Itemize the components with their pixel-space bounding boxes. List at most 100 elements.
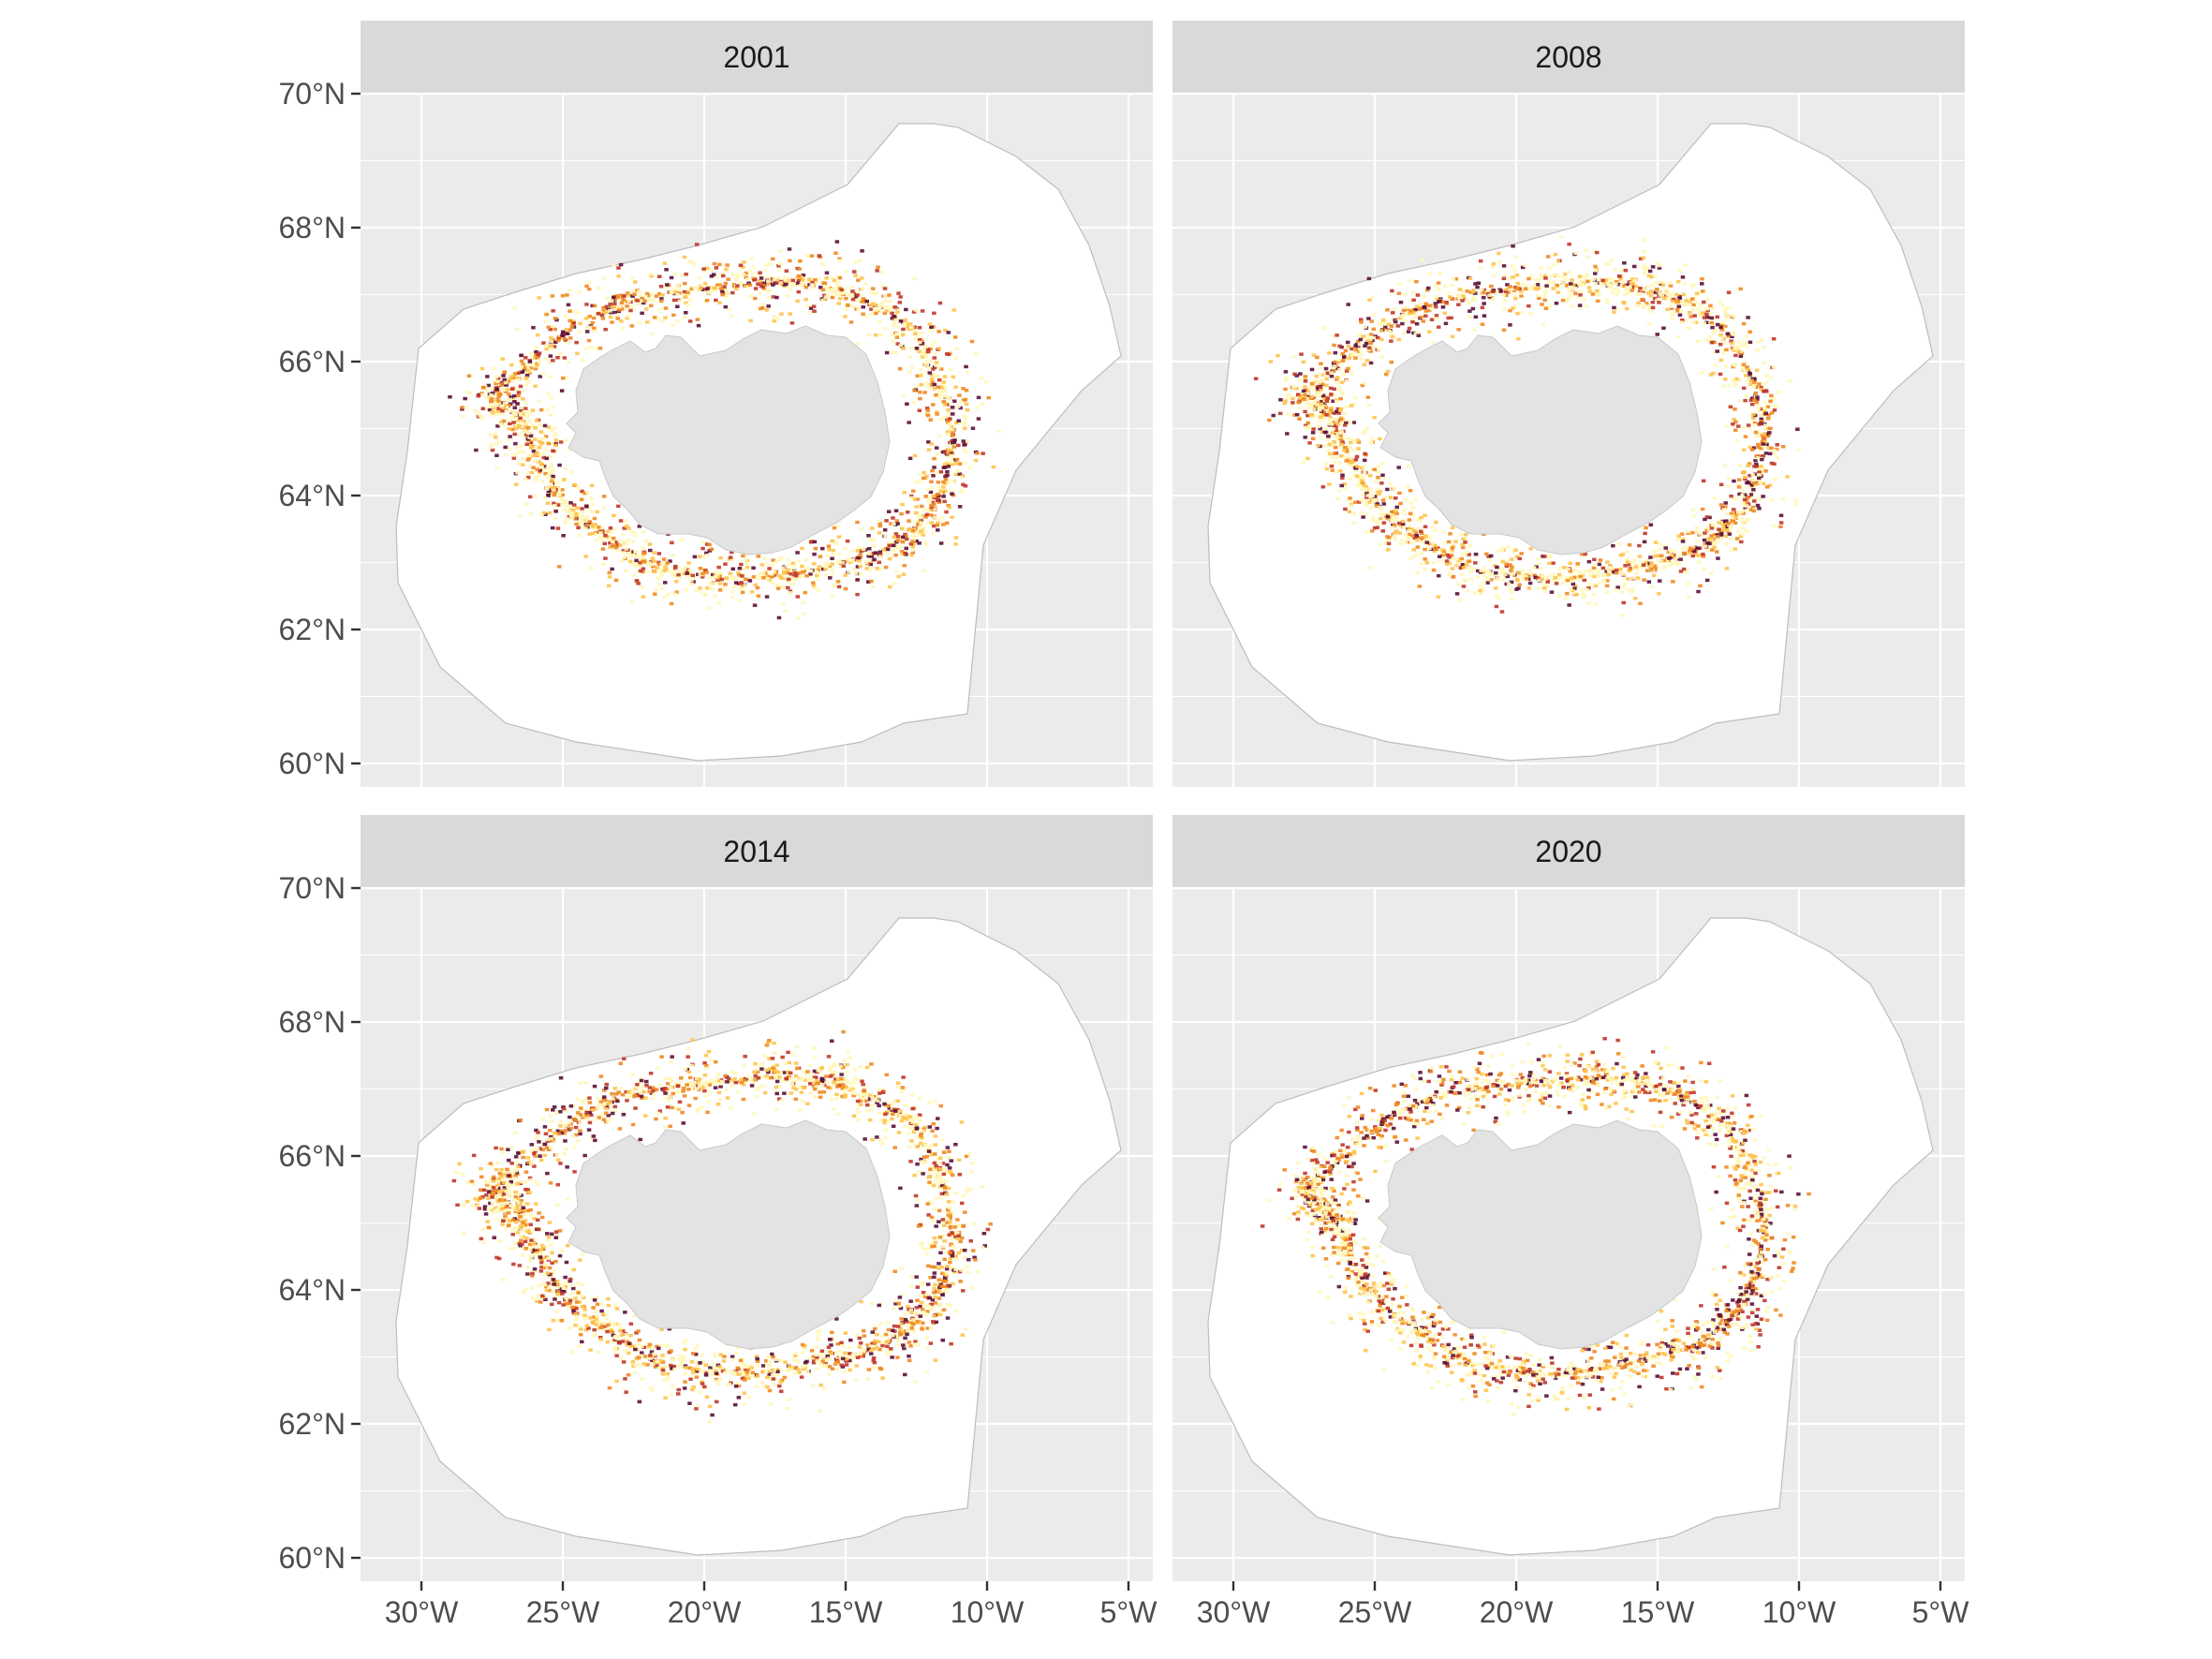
density-cell bbox=[566, 303, 571, 307]
density-cell bbox=[758, 274, 762, 278]
density-cell bbox=[1478, 588, 1482, 593]
density-cell bbox=[1480, 322, 1485, 326]
density-cell bbox=[779, 312, 784, 316]
density-cell bbox=[1765, 417, 1771, 421]
density-cell bbox=[1630, 590, 1634, 594]
density-cell bbox=[1370, 437, 1375, 440]
density-cell bbox=[813, 546, 818, 551]
density-cell bbox=[1536, 556, 1541, 561]
density-cell bbox=[1319, 378, 1323, 383]
density-cell bbox=[1355, 465, 1360, 468]
density-cell bbox=[574, 522, 579, 526]
density-cell bbox=[1746, 316, 1750, 319]
density-cell bbox=[530, 408, 536, 412]
density-cell bbox=[1547, 561, 1552, 566]
density-cell bbox=[638, 560, 642, 565]
density-cell bbox=[650, 556, 656, 560]
density-cell bbox=[1760, 407, 1764, 411]
density-cell bbox=[641, 567, 646, 570]
density-cell bbox=[820, 288, 826, 292]
density-cell bbox=[544, 312, 549, 317]
density-cell bbox=[956, 443, 961, 448]
density-cell bbox=[740, 586, 745, 590]
density-cell bbox=[936, 481, 941, 484]
density-cell bbox=[529, 1149, 534, 1153]
density-cell bbox=[1423, 547, 1427, 552]
density-cell bbox=[1497, 259, 1503, 264]
density-cell bbox=[1450, 297, 1455, 301]
density-cell bbox=[1510, 597, 1514, 600]
density-cell bbox=[1566, 567, 1571, 570]
density-cell bbox=[544, 347, 550, 351]
density-cell bbox=[1398, 523, 1403, 527]
density-cell bbox=[1587, 569, 1592, 573]
density-cell bbox=[524, 407, 528, 410]
density-cell bbox=[785, 294, 790, 298]
density-cell bbox=[877, 524, 883, 528]
density-cell bbox=[1387, 535, 1392, 540]
density-cell bbox=[1320, 393, 1326, 397]
density-cell bbox=[593, 523, 598, 526]
density-cell bbox=[822, 281, 828, 286]
density-cell bbox=[901, 535, 906, 540]
density-cell bbox=[984, 380, 989, 384]
density-cell bbox=[1512, 286, 1518, 289]
density-cell bbox=[543, 356, 548, 361]
density-cell bbox=[1726, 484, 1732, 488]
density-cell bbox=[617, 539, 622, 543]
density-cell bbox=[659, 574, 664, 578]
density-cell bbox=[1622, 261, 1627, 265]
density-cell bbox=[697, 275, 701, 280]
density-cell bbox=[1556, 290, 1561, 294]
density-cell bbox=[909, 347, 914, 350]
density-cell bbox=[609, 310, 613, 315]
density-cell bbox=[545, 474, 551, 478]
density-cell bbox=[837, 565, 843, 569]
density-cell bbox=[541, 511, 547, 515]
density-cell bbox=[1511, 244, 1515, 248]
density-cell bbox=[1463, 541, 1467, 544]
density-cell bbox=[1329, 408, 1334, 413]
density-cell bbox=[610, 320, 614, 324]
density-cell bbox=[1686, 303, 1691, 306]
density-cell bbox=[812, 540, 818, 544]
density-cell bbox=[636, 302, 641, 306]
density-cell bbox=[536, 1182, 540, 1186]
density-cell bbox=[1644, 560, 1648, 565]
density-cell bbox=[548, 1129, 553, 1133]
density-cell bbox=[1473, 282, 1478, 286]
density-cell bbox=[912, 389, 917, 393]
density-cell bbox=[1764, 485, 1770, 489]
density-cell bbox=[933, 515, 937, 519]
density-cell bbox=[963, 461, 968, 466]
density-cell bbox=[1419, 540, 1424, 544]
density-cell bbox=[537, 437, 541, 440]
density-cell bbox=[511, 421, 516, 424]
density-cell bbox=[911, 310, 917, 314]
density-cell bbox=[936, 395, 942, 400]
density-cell bbox=[1402, 331, 1407, 335]
density-cell bbox=[558, 1162, 563, 1165]
density-cell bbox=[704, 299, 710, 303]
density-cell bbox=[1750, 473, 1756, 477]
density-cell bbox=[901, 572, 907, 576]
density-cell bbox=[1379, 329, 1384, 333]
density-cell bbox=[1509, 287, 1514, 291]
density-cell bbox=[641, 570, 645, 574]
density-cell bbox=[749, 257, 754, 260]
density-cell bbox=[494, 466, 500, 469]
density-cell bbox=[1738, 464, 1743, 467]
density-cell bbox=[946, 459, 951, 464]
density-cell bbox=[827, 548, 832, 552]
density-cell bbox=[918, 374, 922, 378]
density-cell bbox=[1650, 585, 1655, 589]
density-cell bbox=[634, 558, 639, 563]
density-cell bbox=[1591, 574, 1597, 579]
density-cell bbox=[1707, 334, 1713, 339]
density-cell bbox=[804, 286, 809, 289]
density-cell bbox=[928, 348, 933, 351]
density-cell bbox=[935, 410, 939, 414]
density-cell bbox=[518, 450, 523, 453]
density-cell bbox=[1431, 568, 1437, 572]
density-cell bbox=[578, 321, 582, 326]
